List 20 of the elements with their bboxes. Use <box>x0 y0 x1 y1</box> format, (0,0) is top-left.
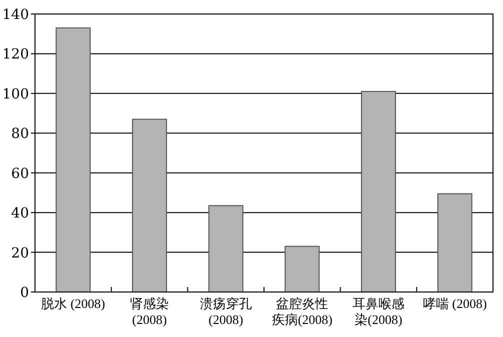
x-tick-label: 盆腔炎性疾病(2008) <box>270 296 334 328</box>
bar <box>208 205 244 292</box>
y-tick-label: 60 <box>11 166 29 182</box>
bar <box>132 118 167 292</box>
y-tick-label: 120 <box>2 46 29 63</box>
x-tick-label: 溃疡穿孔 (2008) <box>198 296 253 328</box>
x-tick-label: 哮喘 (2008) <box>422 296 487 312</box>
bar <box>56 27 91 292</box>
y-tick-label: 80 <box>11 126 29 142</box>
y-tick-label: 0 <box>20 285 29 301</box>
bar <box>437 193 472 292</box>
y-tick-label: 40 <box>11 206 29 222</box>
y-tick-label: 140 <box>2 7 29 23</box>
x-tick-label: 耳鼻喉感染(2008) <box>352 296 406 328</box>
x-tick-label: 脱水 (2008) <box>41 296 106 312</box>
y-tick-label: 20 <box>11 245 29 262</box>
y-tick-label: 100 <box>2 86 29 102</box>
bar <box>361 90 396 292</box>
bar <box>284 246 320 292</box>
x-tick-label: 肾感染 (2008) <box>129 296 170 328</box>
